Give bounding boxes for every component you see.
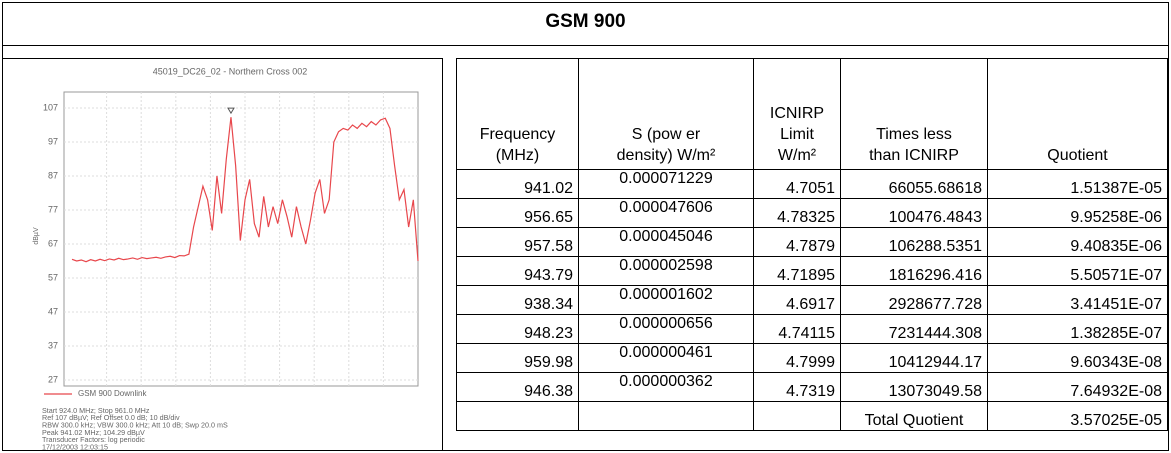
header-line: density) W/m² (616, 147, 716, 164)
cell: 5.50571E-07 (987, 256, 1168, 286)
header-line: than ICNIRP (869, 147, 959, 164)
cell: 4.7319 (753, 372, 841, 402)
cell: 956.65 (456, 198, 579, 228)
data-row: 959.98 0.000000461 4.7999 10412944.17 9.6034… (456, 343, 1168, 373)
cell: 1.51387E-05 (987, 169, 1168, 199)
data-row: 938.34 0.000001602 4.6917 2928677.728 3.4145… (456, 285, 1168, 315)
header-cell: Times less than ICNIRP (840, 58, 988, 170)
cell: 106288.5351 (840, 227, 988, 257)
data-row: 957.58 0.000045046 4.7879 106288.5351 9.4083… (456, 227, 1168, 257)
y-axis-label: dBµV (33, 227, 40, 245)
empty-cell (753, 401, 841, 431)
cell: 4.6917 (753, 285, 841, 315)
header-cell: Quotient (987, 58, 1168, 170)
cell: 1.38285E-07 (987, 314, 1168, 344)
cell: 7231444.308 (840, 314, 988, 344)
info-line: RBW 300.0 kHz; VBW 300.0 kHz; Att 10 dB;… (42, 421, 228, 430)
chart-title: 45019_DC26_02 - Northern Cross 002 (153, 66, 308, 76)
header-line: Quotient (1047, 147, 1108, 164)
cell: 948.23 (456, 314, 579, 344)
total-row: Total Quotient 3.57025E-05 (456, 401, 1168, 431)
empty-cell (456, 401, 579, 431)
y-tick-label: 97 (48, 136, 58, 146)
info-line: Start 924.0 MHz; Stop 961.0 MHz (42, 406, 150, 415)
cell: 0.000000362 (578, 372, 754, 402)
cell: 0.000000656 (578, 314, 754, 344)
cell: 4.7999 (753, 343, 841, 373)
cell: 4.71895 (753, 256, 841, 286)
cell: 9.60343E-08 (987, 343, 1168, 373)
data-row: 941.02 0.000071229 4.7051 66055.68618 1.5138… (456, 169, 1168, 199)
cell: 943.79 (456, 256, 579, 286)
title: GSM 900 (2, 2, 1169, 46)
cell: 4.7051 (753, 169, 841, 199)
total-value: 3.57025E-05 (987, 401, 1168, 431)
cell: 0.000000461 (578, 343, 754, 373)
data-row: 956.65 0.000047606 4.78325 100476.4843 9.952… (456, 198, 1168, 228)
cell: 941.02 (456, 169, 579, 199)
total-label: Total Quotient (840, 401, 988, 431)
cell: 4.74115 (753, 314, 841, 344)
cell: 3.41451E-07 (987, 285, 1168, 315)
cell: 0.000002598 (578, 256, 754, 286)
cell: 0.000071229 (578, 169, 754, 199)
cell: 10412944.17 (840, 343, 988, 373)
cell: 4.7879 (753, 227, 841, 257)
cell: 959.98 (456, 343, 579, 373)
cell: 9.95258E-06 (987, 198, 1168, 228)
info-line: Transducer Factors: log periodic (42, 435, 145, 444)
header-line: Limit (780, 126, 814, 143)
info-line: Ref 107 dBµV; Ref Offset 0.0 dB; 10 dB/d… (42, 413, 180, 422)
spectrum-chart: 27 37 47 57 67 77 87 97 107 45019_DC26_02 - North… (33, 66, 419, 451)
results-table: Frequency (MHz) S (pow er density) W/m² ICNI… (456, 58, 1168, 431)
cell: 957.58 (456, 227, 579, 257)
cell: 0.000001602 (578, 285, 754, 315)
y-tick-label: 47 (48, 306, 58, 316)
cell: 13073049.58 (840, 372, 988, 402)
header-line: Frequency (479, 126, 556, 143)
header-line: (MHz) (495, 147, 540, 164)
trace (71, 117, 419, 263)
header-line: W/m² (777, 147, 817, 164)
empty-cell (578, 401, 754, 431)
peak-marker (227, 107, 235, 115)
cell: 938.34 (456, 285, 579, 315)
cell: 7.64932E-08 (987, 372, 1168, 402)
y-tick-label: 77 (48, 204, 58, 214)
y-tick-label: 37 (48, 340, 58, 350)
info-line: 17/12/2003 12:03:15 (42, 442, 108, 451)
cell: 9.40835E-06 (987, 227, 1168, 257)
cell: 2928677.728 (840, 285, 988, 315)
header-cell: Frequency (MHz) (456, 58, 579, 170)
data-row: 946.38 0.000000362 4.7319 13073049.58 7.6493… (456, 372, 1168, 402)
header-line: ICNIRP (769, 105, 825, 122)
chart-box (2, 58, 443, 451)
cell: 1816296.416 (840, 256, 988, 286)
header-cell: ICNIRP Limit W/m² (753, 58, 841, 170)
info-line: Peak 941.02 MHz; 104.29 dBµV (42, 428, 145, 437)
cell: 66055.68618 (840, 169, 988, 199)
header-row: Frequency (MHz) S (pow er density) W/m² ICNI… (456, 58, 1168, 170)
cell: 0.000047606 (578, 198, 754, 228)
header-line: Times less (876, 126, 952, 143)
y-tick-label: 107 (43, 102, 58, 112)
data-row: 948.23 0.000000656 4.74115 7231444.308 1.382… (456, 314, 1168, 344)
legend-label: GSM 900 Downlink (78, 389, 147, 398)
header-line: S (pow er (631, 126, 701, 143)
header-cell: S (pow er density) W/m² (578, 58, 754, 170)
y-tick-label: 67 (48, 238, 58, 248)
y-tick-label: 57 (48, 272, 58, 282)
y-tick-label: 27 (48, 374, 58, 384)
cell: 4.78325 (753, 198, 841, 228)
cell: 100476.4843 (840, 198, 988, 228)
cell: 946.38 (456, 372, 579, 402)
data-row: 943.79 0.000002598 4.71895 1816296.416 5.505… (456, 256, 1168, 286)
y-tick-label: 87 (48, 170, 58, 180)
cell: 0.000045046 (578, 227, 754, 257)
